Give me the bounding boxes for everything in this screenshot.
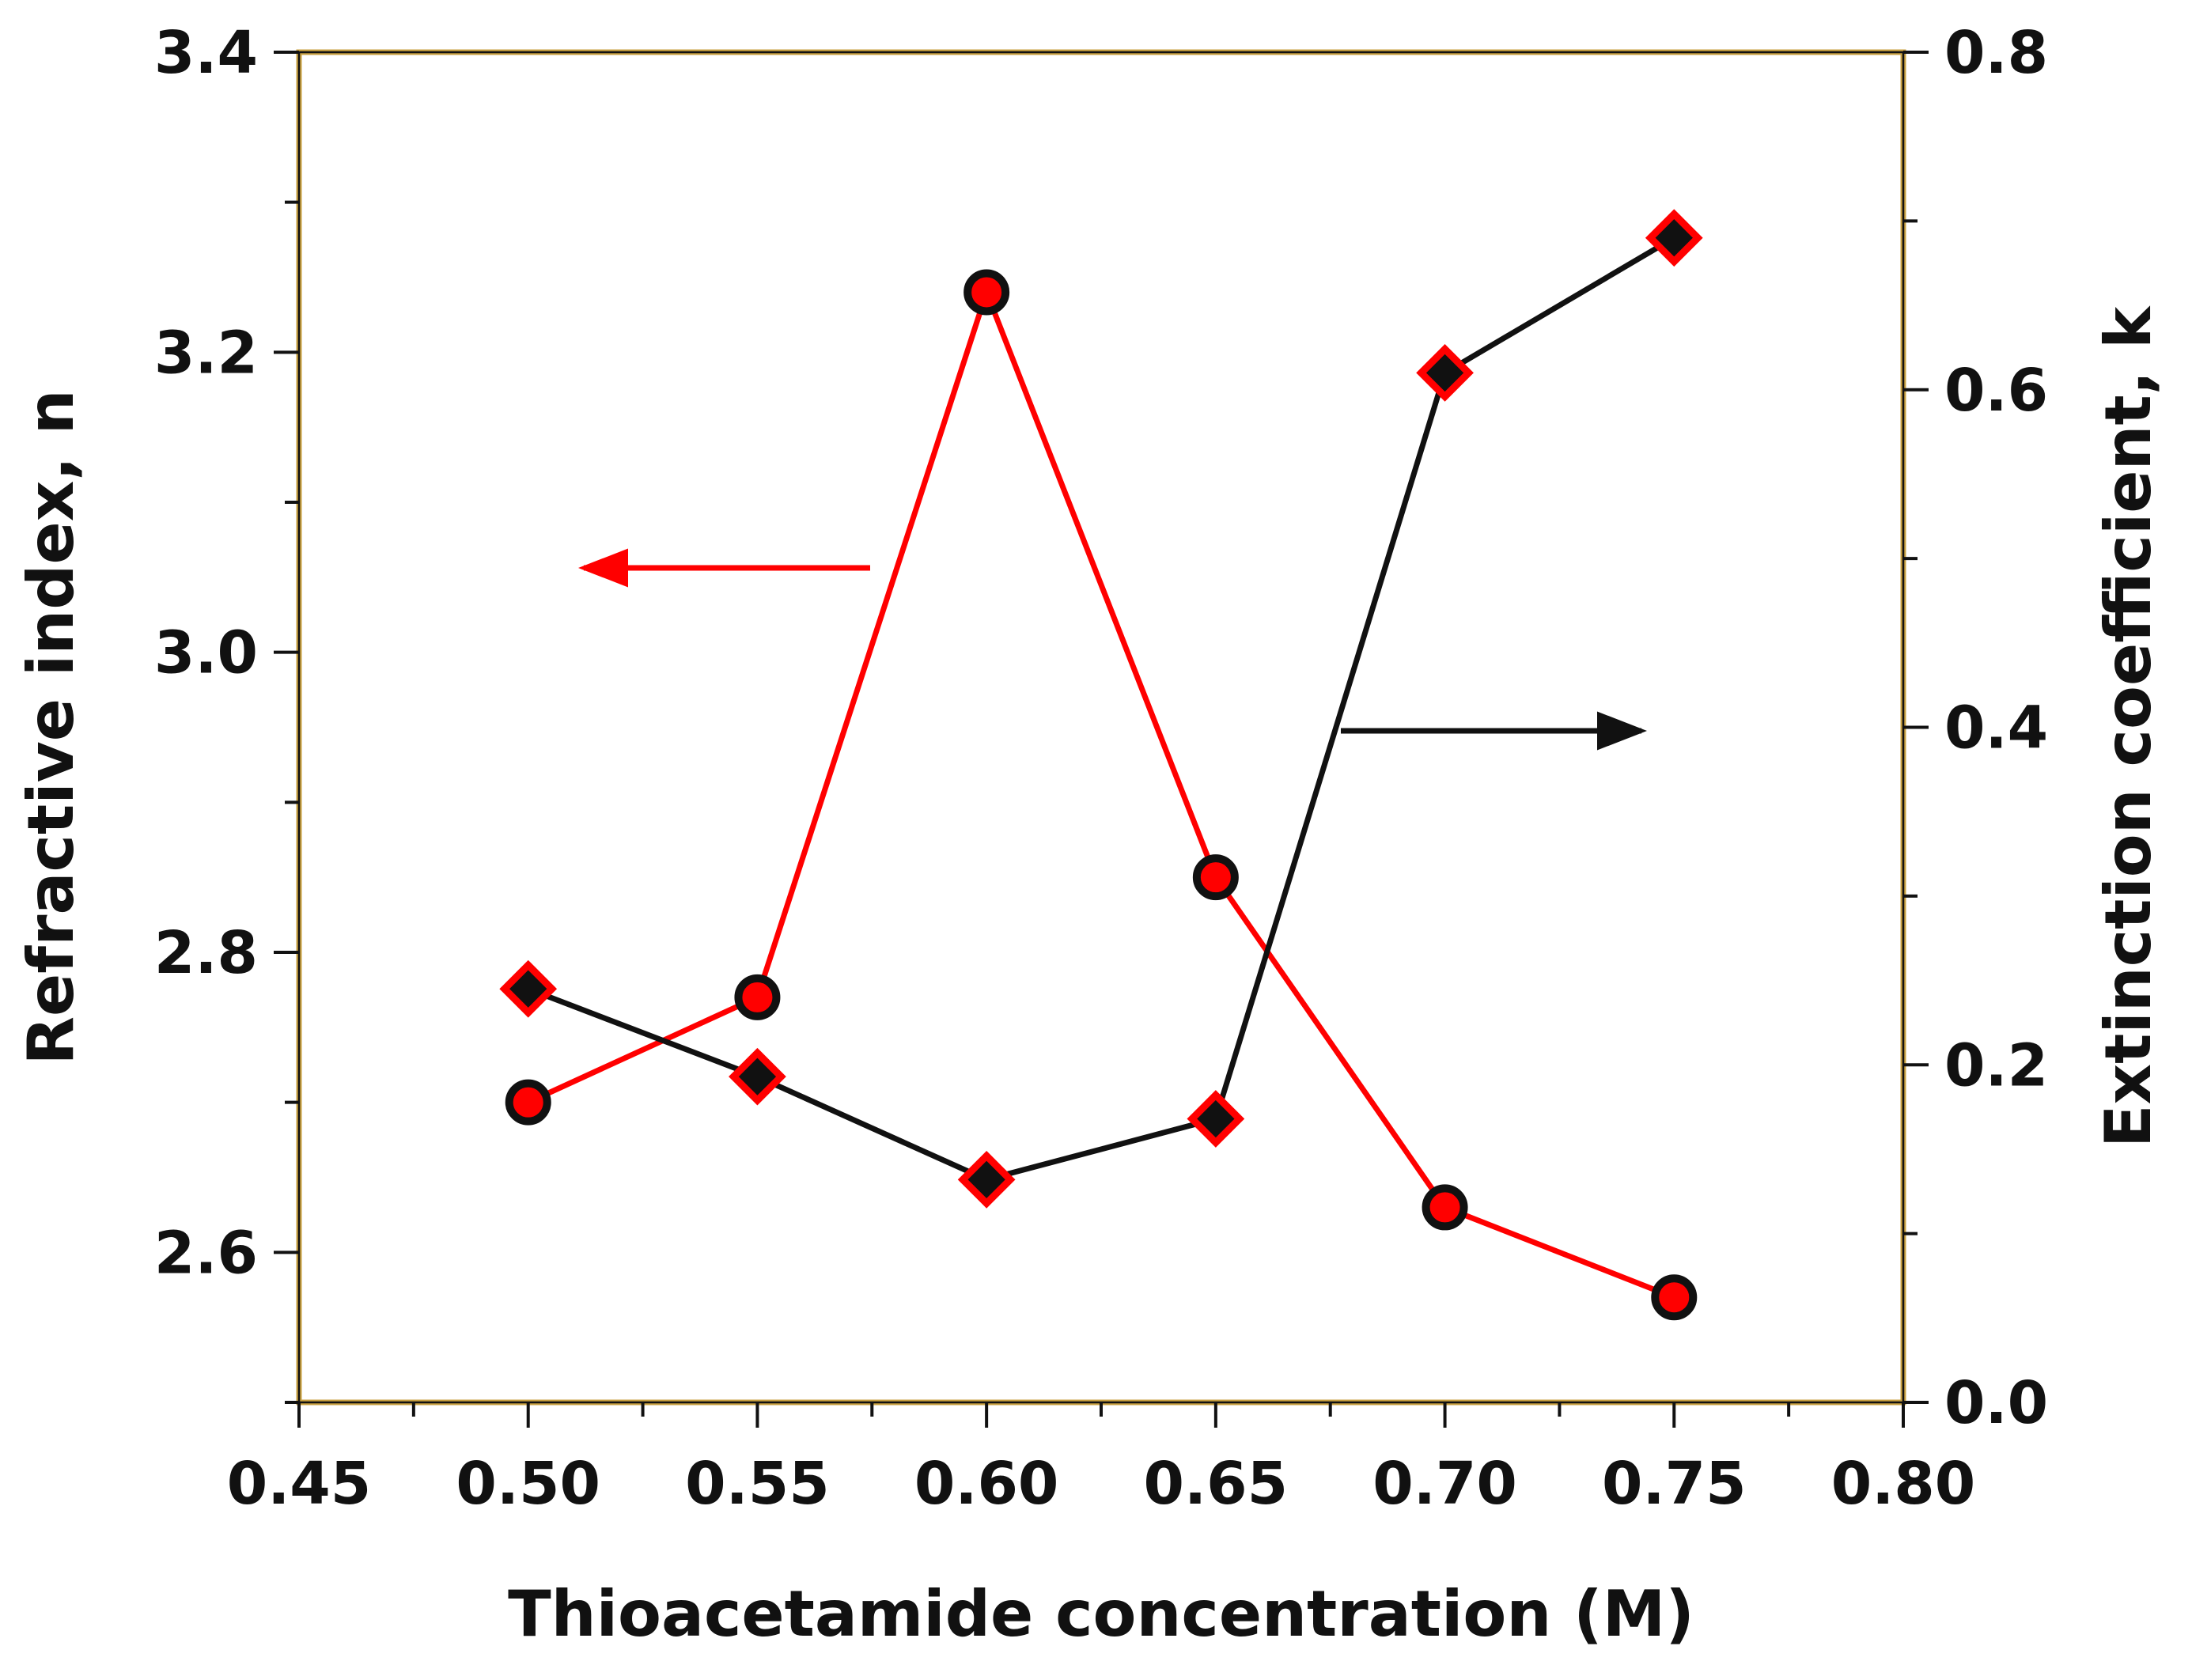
data-point-diamond — [1645, 209, 1703, 267]
y-left-tick-label: 3.0 — [154, 619, 258, 687]
y-right-tick-label: 0.2 — [1944, 1031, 2048, 1099]
data-point-diamond — [499, 959, 558, 1018]
data-point-diamond — [957, 1150, 1016, 1209]
x-tick-label: 0.60 — [914, 1450, 1059, 1518]
x-tick-label: 0.45 — [227, 1450, 372, 1518]
series-line — [527, 235, 1676, 1182]
x-tick-label: 0.80 — [1831, 1450, 1976, 1518]
series-extinction-coefficient — [499, 209, 1703, 1209]
x-tick-label: 0.65 — [1144, 1450, 1289, 1518]
series-refractive-index — [505, 269, 1698, 1321]
data-point-circle — [1192, 854, 1239, 901]
y-axis-left-title: Refractive index, n — [14, 389, 88, 1065]
y-right-tick-label: 0.8 — [1944, 19, 2048, 87]
y-left-tick-label: 3.4 — [154, 19, 258, 87]
y-right-tick-label: 0.0 — [1944, 1369, 2048, 1437]
data-point-diamond — [729, 1047, 786, 1106]
y-right-tick-label: 0.6 — [1944, 357, 2048, 425]
annotations — [578, 548, 1647, 751]
y-left-tick-label: 2.6 — [154, 1219, 258, 1287]
y-right-tick-label: 0.4 — [1944, 694, 2048, 762]
x-tick-label: 0.50 — [456, 1450, 600, 1518]
data-point-circle — [734, 974, 781, 1020]
data-point-circle — [963, 269, 1010, 316]
series-layer — [499, 209, 1703, 1321]
series-line — [527, 289, 1675, 1300]
y-left-tick-label: 2.8 — [154, 919, 258, 987]
tick-labels: 0.45 0.50 0.55 0.60 0.65 0.70 0.75 0.80 2.6 2.8 3.… — [154, 19, 2048, 1518]
y-axis-right-title: Extinction coefficient, k — [2092, 305, 2165, 1148]
x-tick-label: 0.55 — [685, 1450, 830, 1518]
data-point-diamond — [1187, 1090, 1245, 1148]
data-point-diamond — [1416, 344, 1474, 402]
x-tick-label: 0.70 — [1372, 1450, 1517, 1518]
axis-ticks — [274, 51, 1929, 1428]
data-point-circle — [505, 1079, 551, 1126]
data-point-circle — [1651, 1274, 1698, 1321]
data-point-circle — [1422, 1184, 1468, 1231]
y-left-tick-label: 3.2 — [154, 319, 258, 387]
x-tick-label: 0.75 — [1602, 1450, 1747, 1518]
x-axis-title: Thioacetamide concentration (M) — [508, 1577, 1694, 1651]
